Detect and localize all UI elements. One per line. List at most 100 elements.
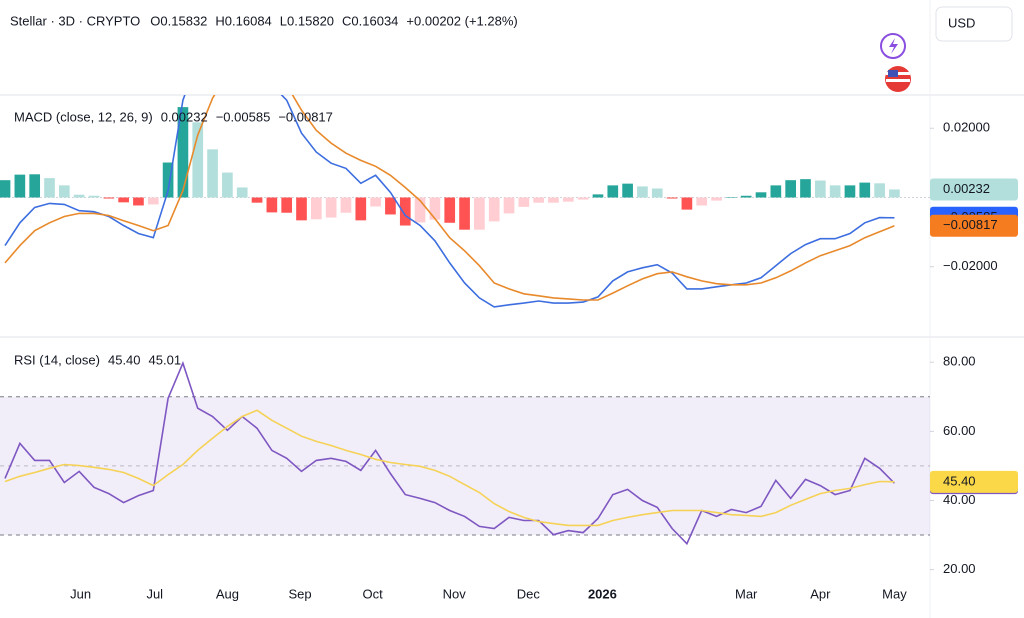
histogram-bar bbox=[503, 197, 515, 214]
x-tick-label: Jun bbox=[70, 586, 91, 601]
series-line bbox=[4, 409, 895, 527]
histogram-bar bbox=[755, 192, 767, 198]
histogram-bar bbox=[14, 174, 26, 198]
legend-value: 0.00232 bbox=[161, 109, 208, 124]
histogram-bar bbox=[770, 185, 782, 198]
histogram-bar bbox=[355, 197, 367, 221]
histogram-bar bbox=[385, 197, 396, 215]
histogram-bar bbox=[281, 197, 293, 213]
histogram-bar bbox=[637, 186, 648, 198]
histogram-bar bbox=[207, 149, 218, 198]
ohlc-label: H bbox=[215, 13, 224, 28]
currency[interactable]: USD bbox=[948, 15, 975, 30]
y-tick-label: 80.00 bbox=[943, 354, 976, 369]
histogram-bar bbox=[29, 174, 41, 198]
indicator-title: RSI (14, close) bbox=[14, 352, 100, 367]
histogram-bar bbox=[266, 197, 278, 213]
histogram-bar bbox=[607, 185, 619, 198]
histogram-bar bbox=[103, 197, 115, 199]
histogram-bar bbox=[325, 197, 337, 218]
x-tick-label: 2026 bbox=[588, 586, 617, 601]
histogram-bar bbox=[592, 194, 604, 198]
price-tag bbox=[930, 214, 1018, 237]
currency-button[interactable] bbox=[935, 6, 1013, 42]
histogram-bar bbox=[133, 197, 144, 206]
histogram-bar bbox=[859, 182, 871, 198]
x-tick-label: Jul bbox=[146, 586, 163, 601]
histogram-bar bbox=[726, 197, 737, 198]
histogram-bar bbox=[829, 185, 841, 198]
series-line bbox=[4, 95, 895, 308]
histogram-bar bbox=[666, 197, 678, 199]
flag-stripe bbox=[886, 79, 910, 82]
histogram-bar bbox=[488, 197, 500, 222]
y-tick-label: 40.00 bbox=[943, 492, 976, 507]
x-tick-label: Oct bbox=[363, 586, 384, 601]
ohlc-value: 0.15820 bbox=[287, 13, 334, 28]
histogram-bar bbox=[548, 197, 559, 203]
legend-value: −0.00585 bbox=[216, 109, 271, 124]
y-tick-label: 0.02000 bbox=[943, 120, 990, 135]
series-line bbox=[4, 95, 895, 301]
histogram-bar bbox=[651, 188, 663, 198]
x-tick-label: Apr bbox=[810, 586, 831, 601]
histogram-bar bbox=[681, 197, 693, 210]
histogram-bar bbox=[222, 172, 233, 198]
pane bbox=[0, 95, 930, 308]
series-line bbox=[4, 360, 895, 546]
histogram-bar bbox=[785, 180, 796, 198]
x-tick-label: Sep bbox=[288, 586, 311, 601]
histogram-bar bbox=[814, 180, 826, 198]
histogram-bar bbox=[889, 189, 900, 198]
ohlc-value: 0.16084 bbox=[225, 13, 272, 28]
histogram-bar bbox=[444, 197, 456, 223]
histogram-bar bbox=[310, 197, 322, 220]
histogram-bar bbox=[414, 197, 426, 223]
x-tick-label: Mar bbox=[735, 586, 758, 601]
price-tag-label: 45.40 bbox=[943, 473, 976, 488]
change: +0.00202 (+1.28%) bbox=[406, 13, 517, 28]
ohlc-value: 0.16034 bbox=[351, 13, 398, 28]
legend-value: 45.40 bbox=[108, 352, 141, 367]
price-tag bbox=[930, 470, 1018, 493]
histogram-bar bbox=[192, 122, 204, 198]
y-tick-label: −0.02000 bbox=[943, 258, 998, 273]
x-tick-label: Nov bbox=[443, 586, 467, 601]
histogram-bar bbox=[88, 195, 100, 198]
price-tag bbox=[930, 178, 1018, 201]
y-tick-label: 60.00 bbox=[943, 423, 976, 438]
histogram-bar bbox=[474, 197, 485, 230]
histogram-bar bbox=[399, 197, 411, 226]
histogram-bar bbox=[740, 195, 752, 198]
histogram-bar bbox=[800, 179, 811, 198]
ohlc-value: 0.15832 bbox=[160, 13, 207, 28]
ohlc-label: O bbox=[150, 13, 160, 28]
histogram-bar bbox=[622, 183, 633, 198]
histogram-bar bbox=[73, 194, 85, 198]
x-tick-label: May bbox=[882, 586, 907, 601]
y-tick-label: 20.00 bbox=[943, 561, 976, 576]
pane bbox=[0, 360, 930, 546]
histogram-bar bbox=[577, 197, 589, 200]
x-tick-label: Aug bbox=[216, 586, 239, 601]
histogram-bar bbox=[147, 197, 159, 205]
legend-value: 45.01 bbox=[149, 352, 182, 367]
histogram-bar bbox=[340, 197, 352, 213]
price-tag-label: 0.00232 bbox=[943, 181, 990, 196]
legend-value: −0.00817 bbox=[278, 109, 333, 124]
histogram-bar bbox=[518, 197, 530, 207]
histogram-bar bbox=[696, 197, 708, 206]
histogram-bar bbox=[370, 197, 381, 207]
price-tag-label: −0.00817 bbox=[943, 217, 998, 232]
x-tick-label: Dec bbox=[517, 586, 541, 601]
ohlc-label: L bbox=[280, 13, 287, 28]
histogram-bar bbox=[118, 197, 129, 203]
histogram-bar bbox=[296, 197, 307, 221]
histogram-bar bbox=[251, 197, 263, 203]
histogram-bar bbox=[459, 197, 470, 230]
histogram-bar bbox=[429, 197, 441, 220]
histogram-bar bbox=[711, 197, 722, 201]
flag-canton bbox=[888, 70, 898, 77]
indicator-title: MACD (close, 12, 26, 9) bbox=[14, 109, 153, 124]
